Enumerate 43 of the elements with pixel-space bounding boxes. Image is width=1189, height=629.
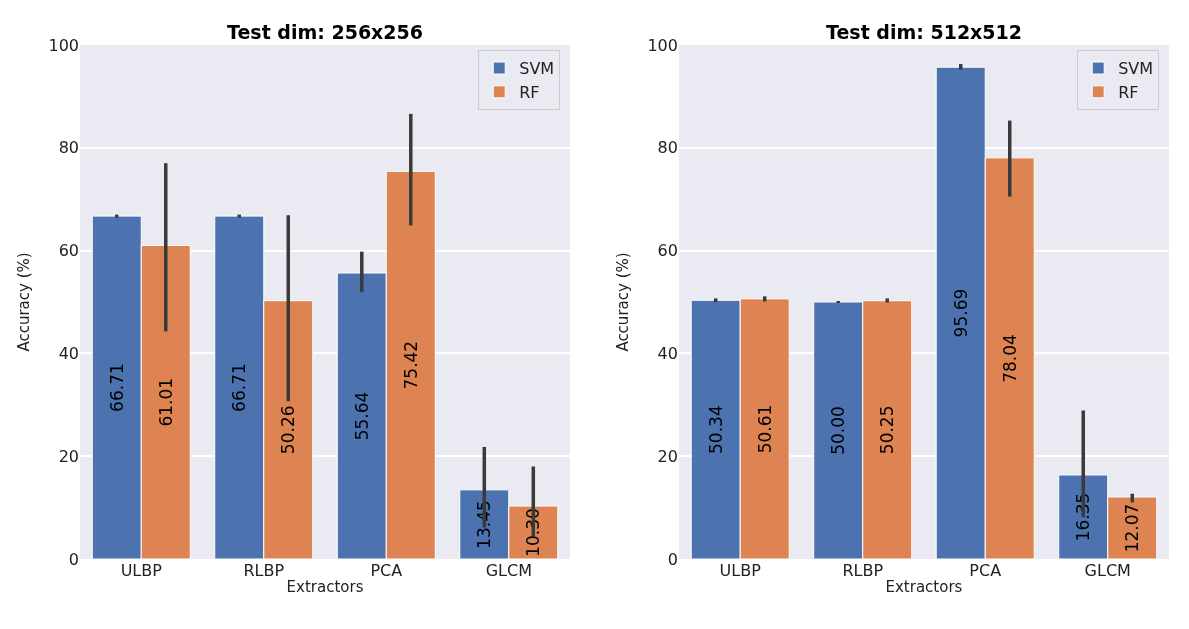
x-tick-label: ULBP	[719, 561, 762, 580]
x-tick-label: PCA	[969, 561, 1002, 580]
data-label: 61.01	[155, 377, 176, 427]
legend-label: RF	[519, 83, 540, 103]
y-tick-label: 60	[657, 241, 678, 261]
y-tick-label: 100	[48, 35, 79, 55]
legend-label: SVM	[1118, 59, 1154, 79]
legend-label: RF	[1118, 83, 1139, 103]
chart-title: Test dim: 512x512	[826, 21, 1023, 43]
y-tick-label: 60	[58, 241, 79, 261]
data-label: 95.69	[950, 288, 971, 338]
y-tick-label: 80	[58, 138, 79, 158]
x-tick-label: GLCM	[485, 561, 532, 580]
x-tick-label: ULBP	[120, 561, 163, 580]
y-tick-label: 40	[657, 344, 678, 363]
data-label: 50.34	[705, 405, 726, 454]
data-label: 12.07	[1122, 503, 1143, 553]
y-tick-label: 0	[68, 549, 79, 569]
data-label: 50.00	[828, 406, 849, 455]
x-tick-label: RLBP	[842, 561, 884, 580]
y-axis-title: Accuracy (%)	[613, 252, 632, 352]
x-axis-title: Extractors	[286, 578, 364, 596]
x-axis-title: Extractors	[885, 578, 963, 596]
x-tick-label: RLBP	[243, 561, 285, 580]
data-label: 50.25	[877, 405, 898, 455]
y-tick-label: 80	[657, 138, 678, 158]
y-tick-label: 20	[58, 446, 79, 466]
y-tick-label: 40	[58, 344, 79, 363]
data-label: 78.04	[999, 334, 1020, 383]
chart-title: Test dim: 256x256	[227, 21, 424, 43]
data-label: 50.26	[278, 405, 299, 455]
y-tick-label: 100	[647, 35, 678, 55]
y-tick-label: 0	[667, 549, 678, 569]
y-tick-label: 20	[657, 446, 678, 466]
data-label: 66.71	[229, 363, 250, 412]
data-label: 66.71	[106, 363, 127, 412]
legend-label: SVM	[519, 59, 555, 79]
data-label: 75.42	[400, 340, 421, 390]
data-label: 50.61	[754, 404, 775, 454]
x-tick-label: GLCM	[1084, 561, 1131, 580]
x-tick-label: PCA	[370, 561, 403, 580]
y-axis-title: Accuracy (%)	[14, 252, 33, 352]
data-label: 55.64	[351, 391, 372, 441]
